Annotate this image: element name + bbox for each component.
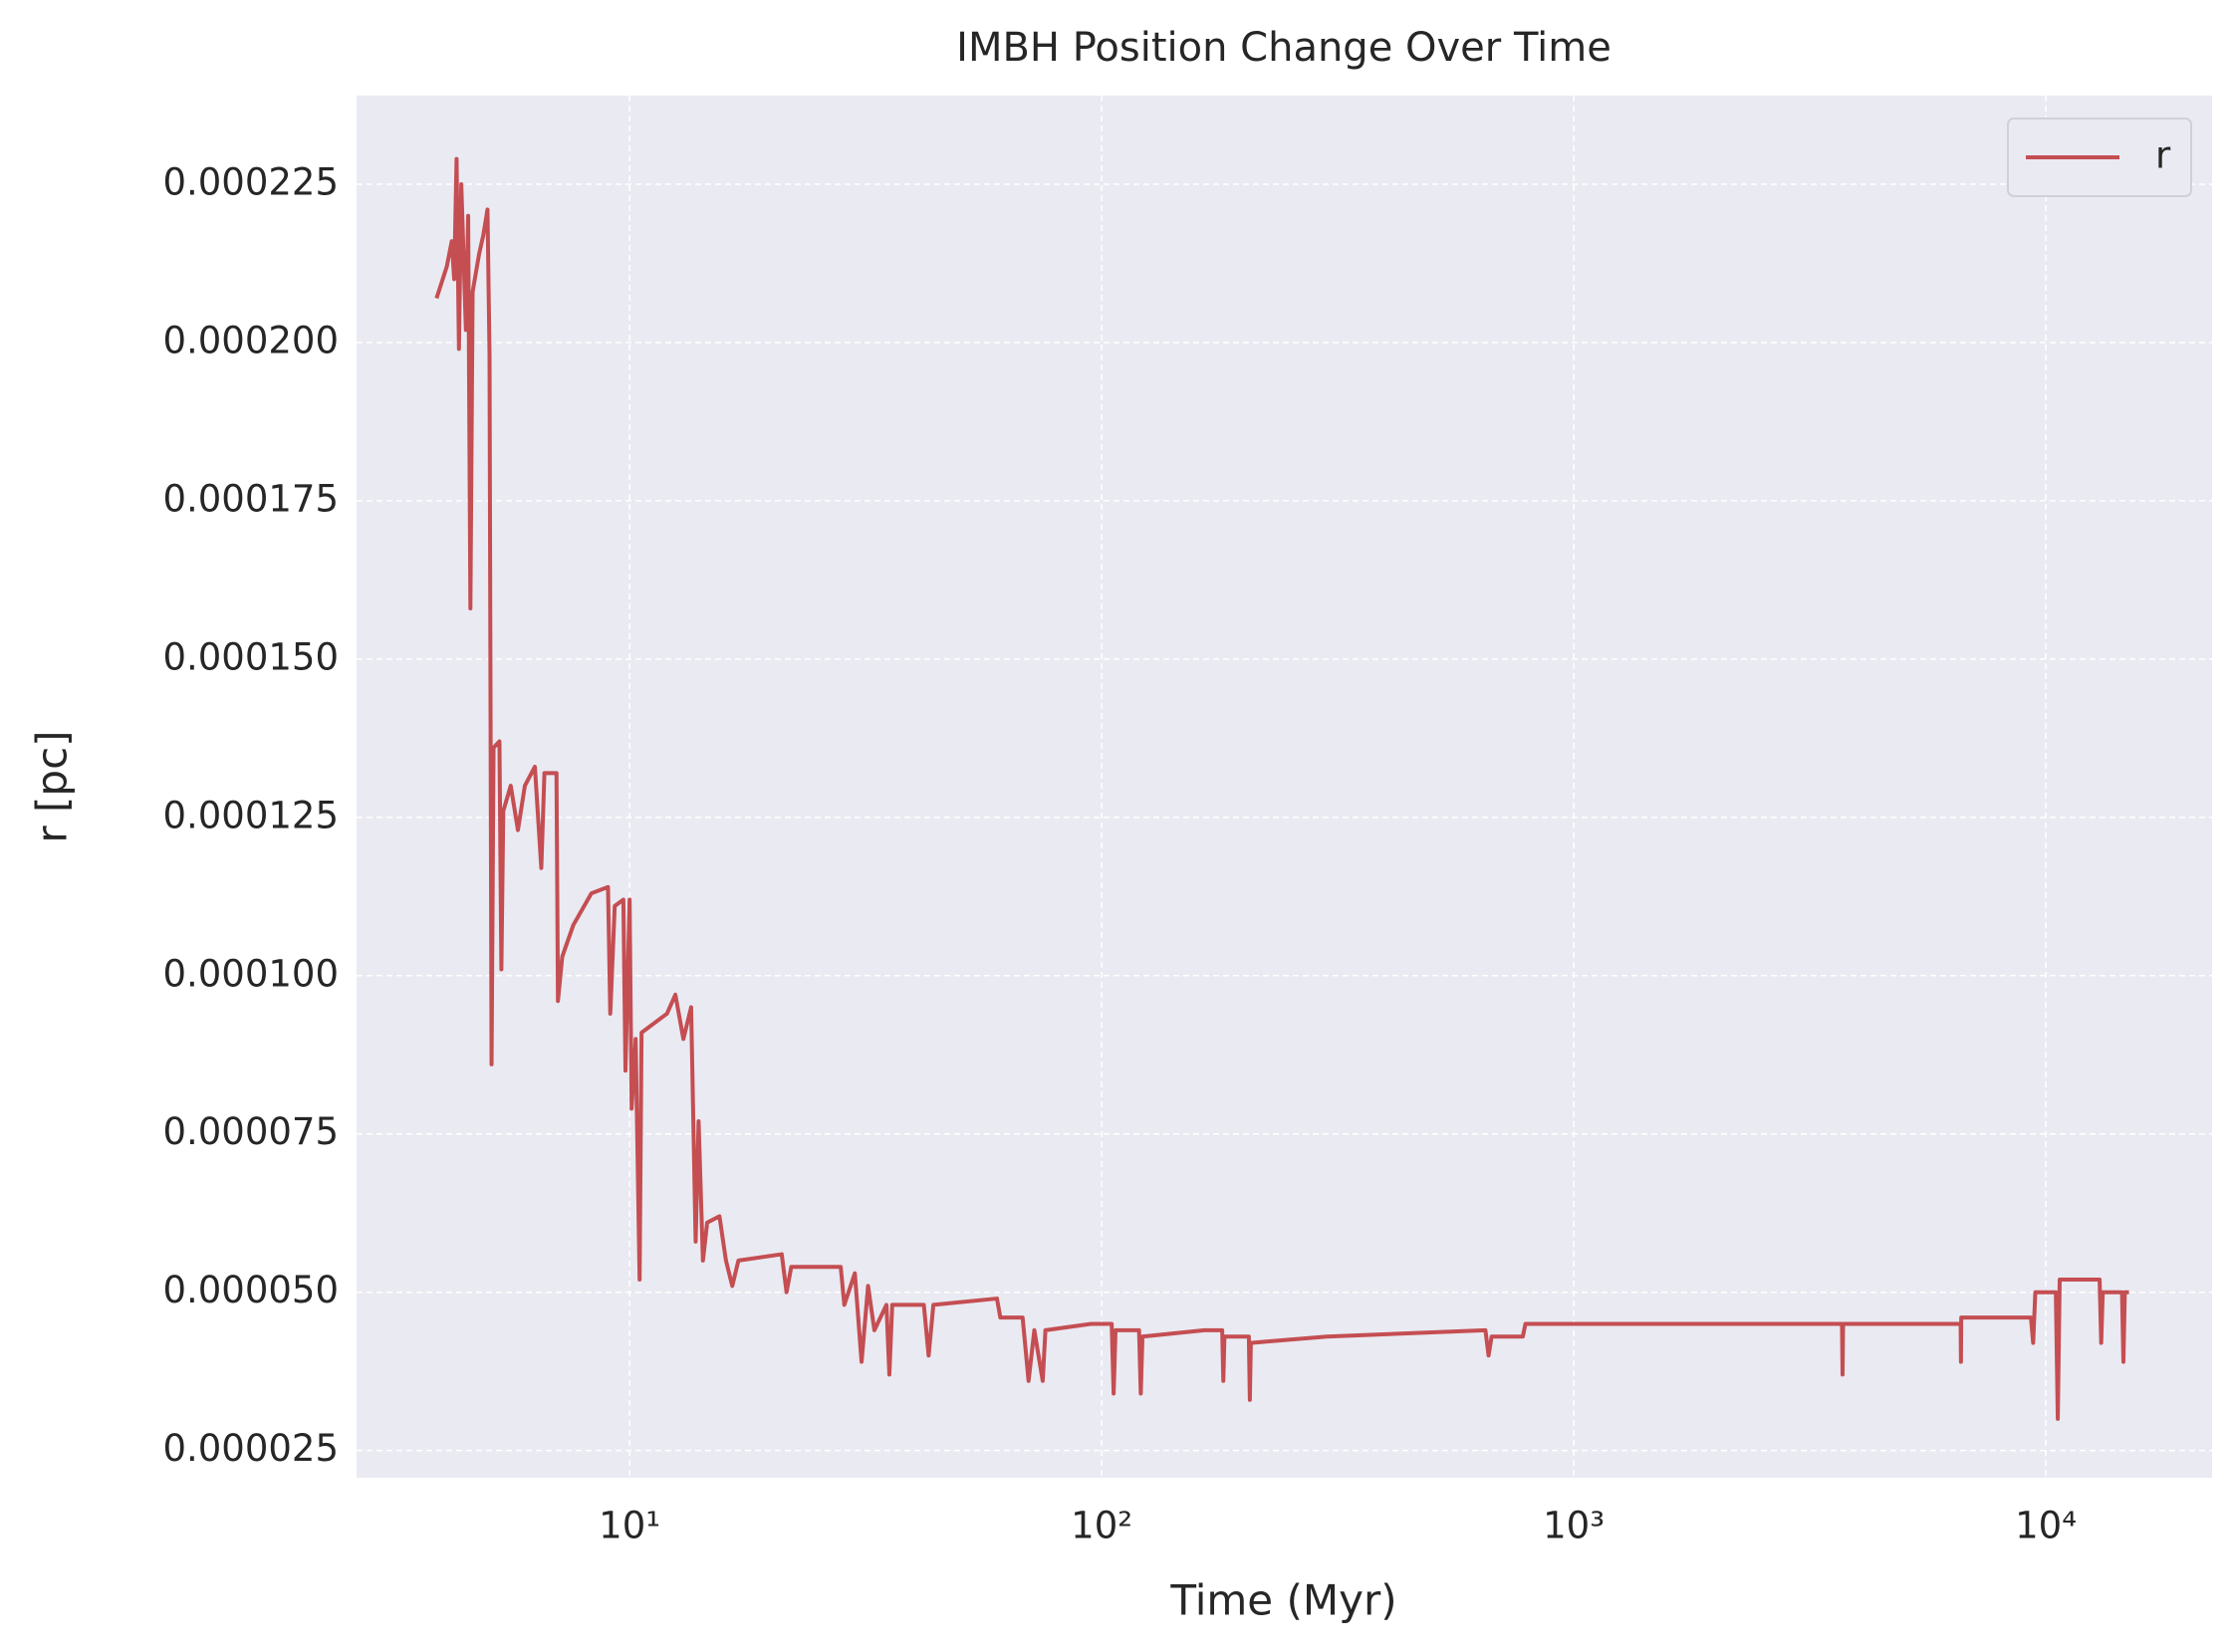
x-tick-label: 10³ — [1543, 1505, 1605, 1547]
y-axis-label: r [pc] — [28, 730, 77, 842]
y-tick-label: 0.000225 — [162, 161, 339, 204]
y-tick-label: 0.000150 — [162, 635, 339, 678]
x-tick-label: 10⁴ — [2015, 1505, 2077, 1547]
y-tick-label: 0.000100 — [162, 952, 339, 995]
y-tick-label: 0.000200 — [162, 319, 339, 361]
data-line — [434, 156, 2129, 1421]
y-tick-label: 0.000050 — [162, 1269, 339, 1311]
x-tick-label: 10¹ — [599, 1505, 660, 1547]
y-tick-label: 0.000175 — [162, 477, 339, 520]
y-tick-label: 0.000075 — [162, 1110, 339, 1153]
y-tick-label: 0.000125 — [162, 794, 339, 836]
y-tick-label: 0.000025 — [162, 1427, 339, 1470]
x-tick-label: 10² — [1071, 1505, 1132, 1547]
plot-area — [357, 96, 2212, 1478]
chart-title: IMBH Position Change Over Time — [956, 25, 1612, 71]
legend-label: r — [2155, 134, 2171, 177]
x-axis-label: Time (Myr) — [1169, 1576, 1396, 1625]
